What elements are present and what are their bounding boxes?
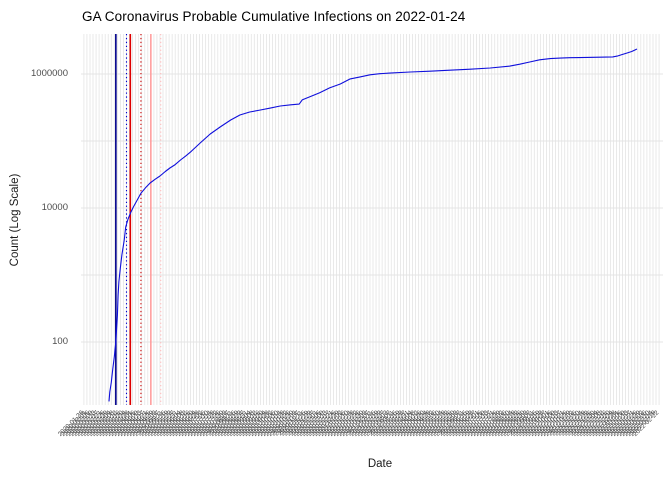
y-tick-label-1000000: 1000000 bbox=[31, 68, 68, 79]
y-axis-title: Count (Log Scale) bbox=[9, 173, 21, 267]
x-axis-title: Date bbox=[367, 458, 393, 470]
y-tick-label-10000: 10000 bbox=[41, 202, 68, 213]
chart-title: GA Coronavirus Probable Cumulative Infec… bbox=[82, 9, 466, 24]
series-line-probable-cumulative-infections bbox=[108, 48, 638, 402]
y-tick-label-100: 100 bbox=[52, 336, 68, 347]
